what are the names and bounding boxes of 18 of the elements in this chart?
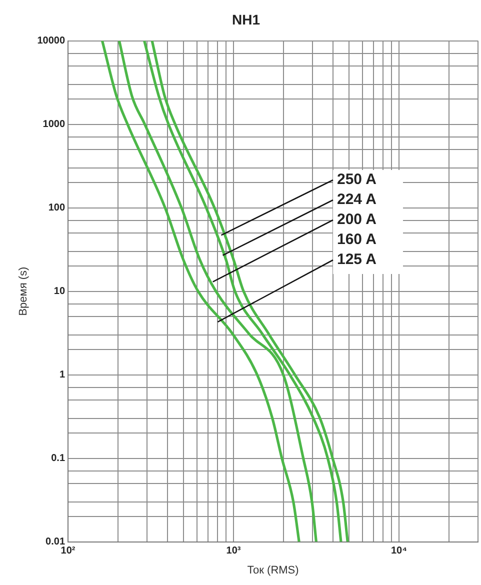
x-axis-title: Ток (RMS)	[247, 564, 299, 576]
annotation: 125 A	[337, 251, 377, 268]
annotation: 200 A	[337, 211, 377, 228]
y-tick-label: 10	[54, 286, 66, 298]
annotation: 160 A	[337, 231, 377, 248]
x-tick-label: 10⁴	[390, 546, 408, 557]
x-tick-label: 10³	[226, 546, 242, 557]
y-tick-label: 100	[48, 202, 66, 214]
annotation: 224 A	[337, 191, 377, 208]
y-tick-label: 1000	[42, 119, 66, 130]
chart-title: NH1	[232, 11, 260, 28]
y-tick-label: 1	[59, 370, 66, 381]
y-tick-label: 0.01	[46, 536, 66, 548]
y-tick-label: 10000	[37, 36, 66, 47]
annotation: 250 A	[337, 171, 377, 188]
x-tick-label: 10²	[60, 546, 76, 557]
y-tick-label: 0.1	[51, 453, 66, 464]
y-axis-title: Время (s)	[18, 266, 30, 316]
